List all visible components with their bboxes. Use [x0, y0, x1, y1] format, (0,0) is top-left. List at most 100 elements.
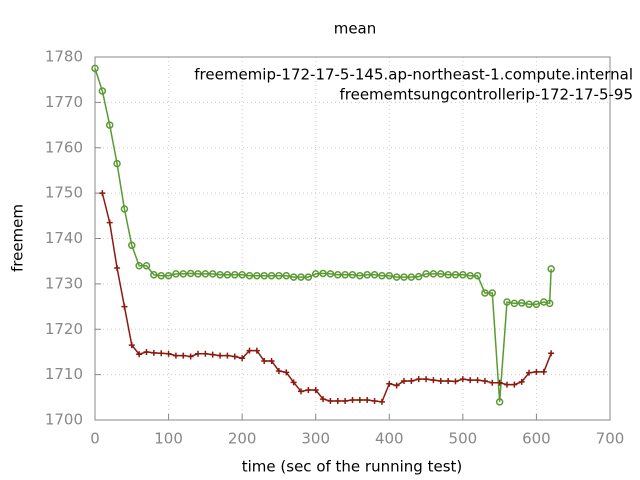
- data-point: [253, 271, 261, 280]
- data-point: [371, 397, 378, 404]
- data-point: [429, 270, 438, 278]
- data-point: [370, 271, 379, 279]
- data-point: [545, 299, 554, 308]
- data-point: [437, 270, 445, 278]
- data-point: [459, 271, 467, 279]
- data-point: [217, 352, 224, 359]
- data-point: [356, 397, 363, 404]
- data-point: [393, 382, 400, 389]
- y-tick-label: 1780: [45, 48, 83, 66]
- data-point: [540, 368, 547, 375]
- data-point: [283, 369, 290, 376]
- data-point: [511, 381, 518, 388]
- data-point: [289, 273, 298, 281]
- data-point: [261, 358, 268, 365]
- data-point: [202, 350, 209, 357]
- data-point: [128, 241, 136, 250]
- data-point: [239, 355, 246, 362]
- y-tick-label: 1700: [45, 411, 83, 429]
- data-point: [364, 397, 371, 404]
- data-point: [224, 352, 231, 359]
- data-point: [348, 271, 357, 279]
- data-point: [415, 376, 422, 383]
- data-point: [275, 367, 282, 374]
- data-point: [547, 265, 555, 273]
- data-point: [238, 271, 246, 279]
- data-point: [437, 377, 444, 384]
- series-line: [101, 192, 552, 403]
- y-tick-label: 1710: [45, 365, 83, 383]
- data-point: [275, 271, 283, 280]
- data-point: [319, 269, 327, 278]
- data-point: [504, 381, 510, 388]
- series-line: [94, 68, 552, 402]
- data-point: [201, 270, 210, 278]
- legend-label: freememtsungcontrollerip-172-17-5-95: [339, 86, 633, 104]
- data-point: [341, 271, 349, 279]
- data-point: [231, 353, 238, 360]
- data-point: [518, 378, 525, 385]
- x-tick-label: 200: [228, 430, 257, 448]
- data-point: [164, 271, 173, 280]
- data-point: [363, 271, 371, 279]
- data-point: [386, 380, 393, 387]
- data-point: [106, 219, 113, 226]
- data-point: [488, 289, 497, 297]
- data-point: [282, 271, 291, 280]
- data-point: [150, 349, 157, 356]
- data-point: [208, 270, 217, 278]
- data-point: [334, 271, 342, 279]
- data-point: [517, 299, 526, 307]
- data-point: [320, 396, 327, 403]
- data-point: [467, 377, 474, 384]
- data-point: [158, 350, 165, 357]
- data-point: [526, 369, 533, 376]
- data-point: [305, 387, 312, 394]
- data-point: [459, 376, 466, 383]
- data-point: [533, 368, 540, 375]
- data-point: [327, 397, 334, 404]
- data-point: [114, 264, 121, 271]
- data-point: [128, 342, 135, 349]
- data-point: [298, 388, 304, 395]
- data-point: [495, 398, 504, 406]
- data-point: [195, 350, 201, 357]
- data-point: [150, 271, 158, 279]
- x-tick-label: 400: [375, 430, 404, 448]
- data-point: [312, 387, 319, 394]
- data-point: [172, 270, 180, 278]
- data-point: [378, 271, 386, 280]
- data-point: [246, 347, 253, 354]
- data-point: [268, 358, 275, 365]
- data-point: [422, 270, 430, 278]
- data-point: [231, 271, 239, 279]
- data-point: [253, 347, 260, 354]
- x-axis-label: time (sec of the running test): [242, 458, 463, 476]
- data-point: [510, 299, 519, 308]
- x-tick-label: 700: [596, 430, 625, 448]
- data-point: [194, 270, 202, 278]
- data-point: [98, 87, 107, 95]
- data-point: [356, 271, 364, 280]
- data-point: [349, 397, 356, 404]
- data-point: [414, 272, 423, 281]
- data-point: [548, 350, 555, 357]
- data-point: [223, 271, 232, 279]
- data-point: [304, 273, 313, 281]
- data-point: [430, 377, 437, 384]
- data-point: [186, 269, 195, 278]
- data-point: [525, 300, 533, 309]
- data-point: [400, 273, 408, 281]
- y-tick-label: 1760: [45, 138, 83, 156]
- x-tick-label: 0: [90, 430, 100, 448]
- data-point: [91, 64, 99, 73]
- data-point: [503, 298, 511, 306]
- data-point: [260, 271, 268, 280]
- data-point: [216, 271, 224, 279]
- data-point: [245, 271, 254, 280]
- data-point: [187, 353, 194, 360]
- data-point: [311, 270, 320, 278]
- data-point: [473, 271, 482, 280]
- data-point: [120, 205, 129, 213]
- data-point: [297, 273, 305, 281]
